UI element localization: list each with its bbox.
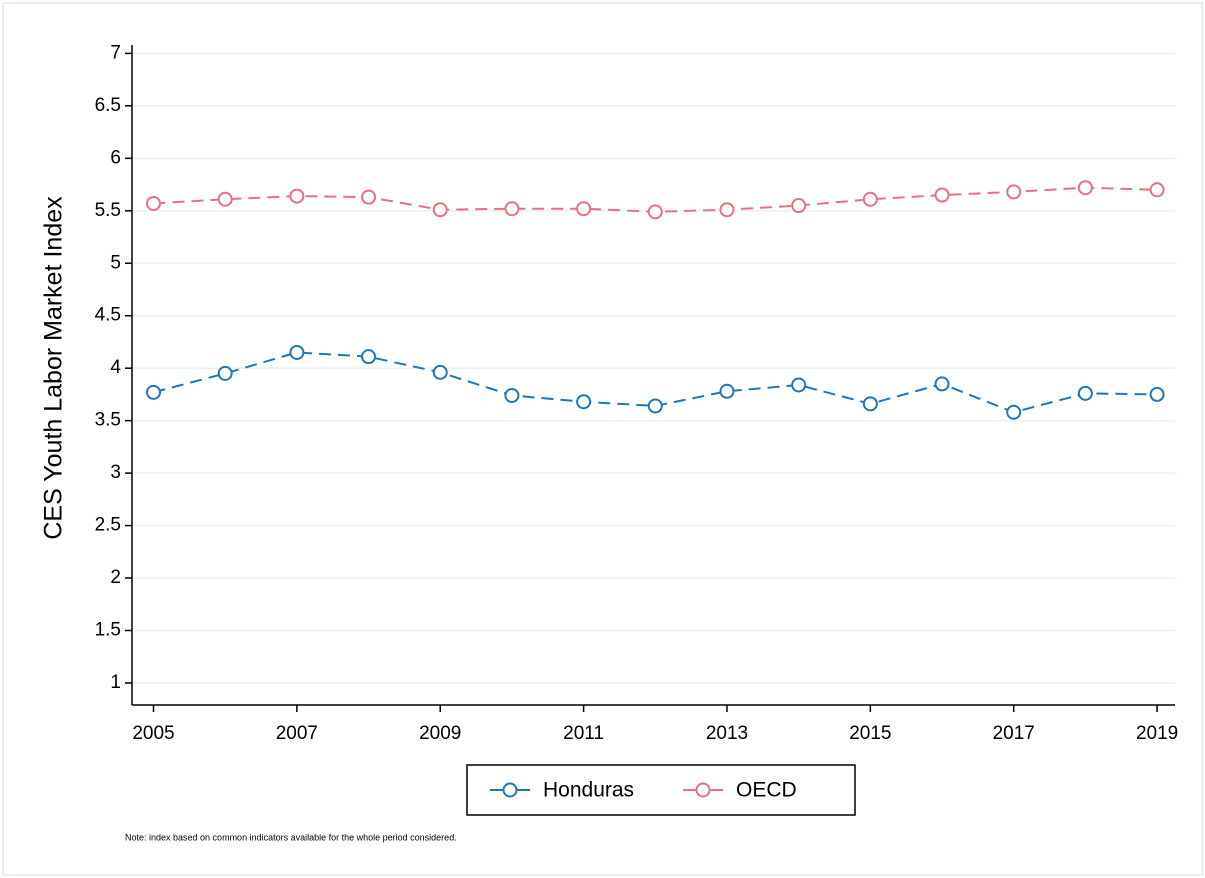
marker — [1006, 184, 1022, 200]
marker — [791, 377, 807, 393]
x-tick-label: 2015 — [849, 723, 891, 744]
marker — [862, 396, 878, 412]
y-tick-label: 2 — [110, 567, 121, 588]
y-tick-label: 6.5 — [95, 95, 121, 116]
marker — [1149, 182, 1165, 198]
y-tick-label: 1.5 — [95, 620, 121, 641]
x-tick-label: 2005 — [132, 723, 174, 744]
marker — [504, 387, 520, 403]
legend-label: Honduras — [543, 779, 634, 802]
legend-box — [466, 764, 856, 816]
marker — [146, 195, 162, 211]
x-tick-label: 2019 — [1136, 723, 1178, 744]
x-tick-label: 2007 — [276, 723, 318, 744]
marker — [361, 189, 377, 205]
y-tick-label: 6 — [110, 147, 121, 168]
marker — [719, 202, 735, 218]
marker — [647, 204, 663, 220]
legend-label: OECD — [736, 779, 797, 802]
y-tick-label: 3 — [110, 462, 121, 483]
marker — [862, 191, 878, 207]
x-tick-label: 2009 — [419, 723, 461, 744]
marker — [1077, 385, 1093, 401]
y-tick-label: 3.5 — [95, 410, 121, 431]
marker — [647, 398, 663, 414]
marker — [1006, 404, 1022, 420]
marker — [432, 364, 448, 380]
y-tick-label: 4.5 — [95, 305, 121, 326]
marker — [289, 344, 305, 360]
y-tick-label: 7 — [110, 42, 121, 63]
y-tick-label: 5.5 — [95, 200, 121, 221]
marker — [934, 187, 950, 203]
x-tick-label: 2017 — [993, 723, 1035, 744]
y-tick-label: 4 — [110, 357, 121, 378]
y-axis-label: CES Youth Labor Market Index — [40, 196, 68, 540]
marker — [576, 394, 592, 410]
marker — [361, 349, 377, 365]
marker — [791, 198, 807, 214]
x-tick-label: 2013 — [706, 723, 748, 744]
marker — [432, 202, 448, 218]
marker — [1077, 180, 1093, 196]
x-tick-label: 2011 — [563, 723, 604, 744]
marker — [576, 201, 592, 217]
legend-marker — [502, 782, 518, 798]
y-tick-label: 1 — [110, 672, 121, 693]
marker — [146, 384, 162, 400]
y-tick-label: 2.5 — [95, 515, 121, 536]
marker — [289, 188, 305, 204]
marker — [719, 383, 735, 399]
marker — [1149, 386, 1165, 402]
marker — [934, 376, 950, 392]
legend-marker — [695, 782, 711, 798]
marker — [504, 201, 520, 217]
y-tick-label: 5 — [110, 252, 121, 273]
marker — [217, 365, 233, 381]
note: Note: index based on common indicators a… — [125, 832, 457, 842]
marker — [217, 191, 233, 207]
